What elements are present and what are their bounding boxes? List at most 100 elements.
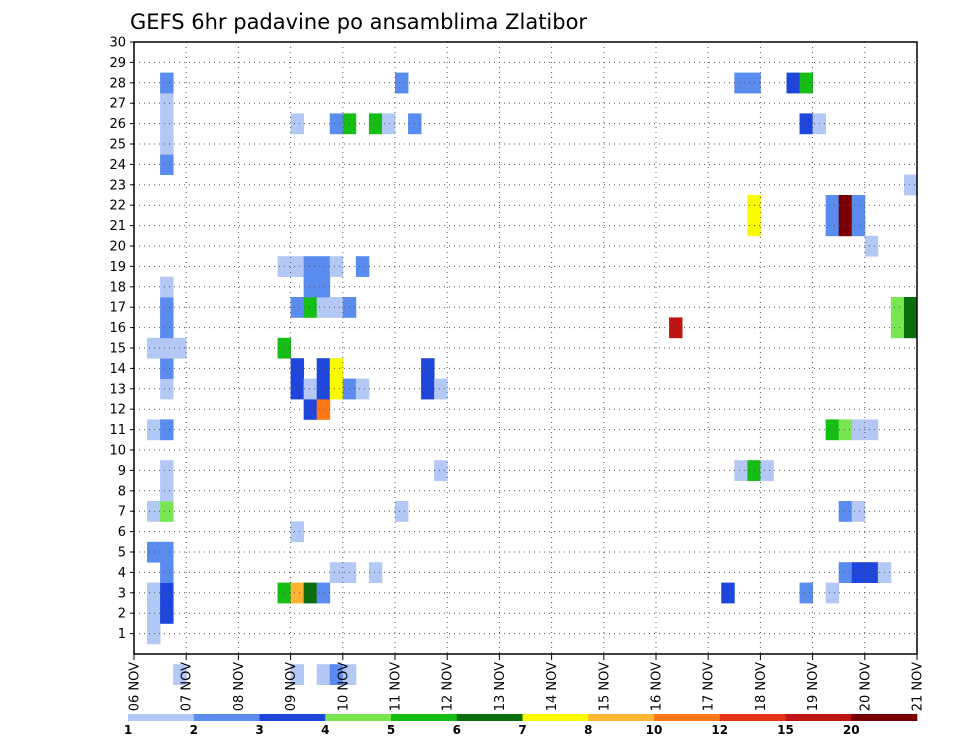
heatmap-cell (825, 195, 840, 216)
legend-label: 8 (584, 723, 592, 737)
heatmap-cell (734, 72, 748, 94)
heatmap-cell (290, 113, 305, 135)
heatmap-cell (316, 582, 331, 604)
x-tick-label: 11 NOV (389, 662, 404, 711)
heatmap-cell (890, 297, 905, 318)
heatmap-cell (890, 317, 905, 339)
heatmap-cell (838, 419, 853, 441)
heatmap-cell (721, 582, 735, 604)
heatmap-cell (734, 460, 748, 481)
gridlines (134, 42, 917, 654)
x-tick-label: 12 NOV (441, 662, 456, 711)
heatmap-cell (329, 664, 344, 685)
legend-swatch (785, 714, 852, 721)
legend-swatch (391, 714, 458, 721)
heatmap-cell (799, 72, 813, 94)
legend-swatch (128, 714, 195, 721)
legend-label: 2 (190, 723, 198, 737)
y-tick-label: 22 (109, 199, 126, 214)
heatmap-cells (147, 72, 918, 685)
x-tick-label: 08 NOV (232, 662, 247, 711)
y-tick-label: 20 (109, 240, 126, 255)
x-tick-label: 10 NOV (336, 662, 351, 711)
legend-label: 4 (321, 723, 329, 737)
y-tick-label: 29 (109, 56, 126, 71)
heatmap-cell (160, 72, 174, 94)
heatmap-cell (316, 297, 331, 318)
heatmap-cell (147, 603, 161, 624)
legend-swatch (588, 714, 655, 721)
legend-label: 6 (453, 723, 461, 737)
y-tick-label: 25 (109, 138, 126, 153)
heatmap-cell (368, 113, 383, 135)
heatmap-cell (903, 317, 918, 339)
y-tick-label: 8 (118, 484, 126, 499)
heatmap-cell (160, 317, 174, 339)
heatmap-cell (799, 113, 813, 135)
heatmap-cell (669, 317, 683, 339)
y-tick-label: 2 (118, 607, 126, 622)
heatmap-cell (329, 358, 344, 379)
y-tick-label: 16 (109, 321, 126, 336)
heatmap-cell (825, 582, 840, 604)
x-tick-label: 17 NOV (702, 662, 717, 711)
y-tick-label: 26 (109, 117, 126, 132)
y-tick-label: 11 (109, 423, 126, 438)
legend-label: 15 (777, 723, 794, 737)
legend-label: 7 (518, 723, 526, 737)
heatmap-cell (838, 215, 853, 237)
y-tick-label: 13 (109, 382, 126, 397)
legend-swatch (325, 714, 392, 721)
legend-label: 5 (387, 723, 395, 737)
heatmap-cell (160, 337, 174, 359)
y-tick-label: 28 (109, 76, 126, 91)
heatmap-cell (160, 480, 174, 502)
heatmap-cell (799, 582, 813, 604)
heatmap-cell (329, 562, 344, 583)
heatmap-cell (147, 337, 161, 359)
heatmap-cell (329, 256, 344, 277)
legend-swatch (193, 714, 260, 721)
heatmap-cell (825, 215, 840, 237)
heatmap-cell (160, 276, 174, 298)
heatmap-cell (838, 195, 853, 216)
heatmap-cell (838, 501, 853, 522)
y-tick-label: 4 (118, 566, 126, 581)
x-tick-label: 15 NOV (597, 662, 612, 711)
y-tick-label: 7 (118, 505, 126, 520)
heatmap-cell (851, 419, 866, 441)
y-tick-label: 24 (109, 158, 126, 173)
heatmap-cell (838, 562, 853, 583)
y-tick-label: 30 (109, 36, 126, 51)
x-tick-label: 07 NOV (180, 662, 195, 711)
heatmap-cell (864, 562, 879, 583)
heatmap-cell (290, 582, 305, 604)
heatmap-cell (160, 541, 174, 563)
legend-swatch (522, 714, 589, 721)
heatmap-cell (355, 256, 370, 277)
heatmap-cell (160, 419, 174, 441)
heatmap-cell (147, 623, 161, 645)
heatmap-cell (864, 235, 879, 257)
heatmap-cell (316, 256, 331, 277)
heatmap-cell (421, 358, 435, 379)
y-tick-label: 15 (109, 342, 126, 357)
heatmap-cell (303, 399, 318, 420)
x-tick-label: 18 NOV (754, 662, 769, 711)
x-tick-label: 21 NOV (911, 662, 926, 711)
x-axis: 06 NOV 07 NOV 08 NOV 09 NOV 10 NOV 11 NOV 12 N… (128, 654, 926, 711)
y-tick-label: 14 (109, 362, 126, 377)
y-tick-label: 23 (109, 178, 126, 193)
chart-title: GEFS 6hr padavine po ansamblima Zlatibor (130, 10, 587, 34)
heatmap-cell (173, 664, 187, 685)
legend-label: 10 (646, 723, 663, 737)
color-legend: 1 2 3 4 5 6 7 8 10 12 15 20 (124, 714, 918, 737)
y-tick-label: 21 (109, 219, 126, 234)
x-tick-label: 09 NOV (284, 662, 299, 711)
heatmap-cell (160, 113, 174, 135)
heatmap-cell (160, 562, 174, 583)
heatmap-cell (342, 664, 357, 685)
heatmap-cell (355, 378, 370, 400)
heatmap-cell (316, 276, 331, 298)
heatmap-cell (160, 582, 174, 604)
